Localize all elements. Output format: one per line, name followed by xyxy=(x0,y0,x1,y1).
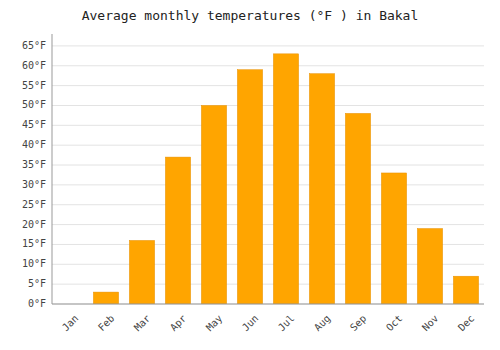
chart-container: 0°F 5°F 10°F 15°F 20°F 25°F 30°F 35°F 40°F 45°F 50… xyxy=(0,0,500,350)
y-tick-label: 15°F xyxy=(22,238,46,249)
bar xyxy=(273,54,298,304)
x-tick-label: Feb xyxy=(96,313,117,334)
chart-svg: 0°F 5°F 10°F 15°F 20°F 25°F 30°F 35°F 40°F 45°F 50… xyxy=(0,0,500,350)
grid xyxy=(52,46,484,304)
bar xyxy=(381,173,406,304)
grid-line xyxy=(52,184,484,185)
bar xyxy=(165,157,190,304)
bar xyxy=(345,113,370,304)
y-tick-label: 30°F xyxy=(22,179,46,190)
bar xyxy=(309,74,334,304)
x-tick-label: Apr xyxy=(168,313,189,334)
y-axis-line xyxy=(52,34,53,304)
bars xyxy=(93,54,478,304)
x-axis-line xyxy=(52,304,484,305)
title: Average monthly temperatures (°F ) in Ba… xyxy=(82,8,419,23)
grid-line xyxy=(52,165,484,166)
y-tick-label: 40°F xyxy=(22,139,46,150)
y-tick-label: 45°F xyxy=(22,119,46,130)
y-tick-label: 60°F xyxy=(22,60,46,71)
bar xyxy=(129,240,154,304)
grid-line xyxy=(52,224,484,225)
grid-line xyxy=(52,204,484,205)
grid-line xyxy=(52,304,484,305)
x-tick-label: Mar xyxy=(132,313,153,334)
x-tick-label: Sep xyxy=(348,313,369,334)
y-tick-label: 10°F xyxy=(22,258,46,269)
grid-line xyxy=(52,105,484,106)
y-tick-label: 25°F xyxy=(22,199,46,210)
x-tick-label: Jun xyxy=(240,313,261,334)
x-tick-label: May xyxy=(204,313,225,334)
bar xyxy=(237,70,262,304)
y-tick-label: 50°F xyxy=(22,99,46,110)
bar xyxy=(417,229,442,304)
grid-line xyxy=(52,65,484,66)
grid-line xyxy=(52,45,484,46)
grid-line xyxy=(52,85,484,86)
bar xyxy=(201,105,226,304)
y-axis: 0°F 5°F 10°F 15°F 20°F 25°F 30°F 35°F 40°F 45°F 50… xyxy=(22,34,52,309)
x-tick-label: Aug xyxy=(312,313,333,334)
x-tick-label: Dec xyxy=(456,313,477,334)
x-tick-label: Jul xyxy=(276,313,297,334)
y-tick-label: 20°F xyxy=(22,219,46,230)
bar xyxy=(453,276,478,304)
x-axis: Jan Feb Mar Apr May Jun Jul Aug Sep Oct Nov Dec xyxy=(52,304,484,333)
x-tick-label: Nov xyxy=(420,313,441,334)
x-tick-label: Jan xyxy=(60,313,81,334)
grid-line xyxy=(52,145,484,146)
y-tick-label: 0°F xyxy=(28,298,46,309)
y-tick-label: 5°F xyxy=(28,278,46,289)
y-tick-label: 55°F xyxy=(22,80,46,91)
y-tick-label: 35°F xyxy=(22,159,46,170)
grid-line xyxy=(52,125,484,126)
y-tick-label: 65°F xyxy=(22,40,46,51)
x-tick-label: Oct xyxy=(384,313,405,334)
bar xyxy=(93,292,118,304)
